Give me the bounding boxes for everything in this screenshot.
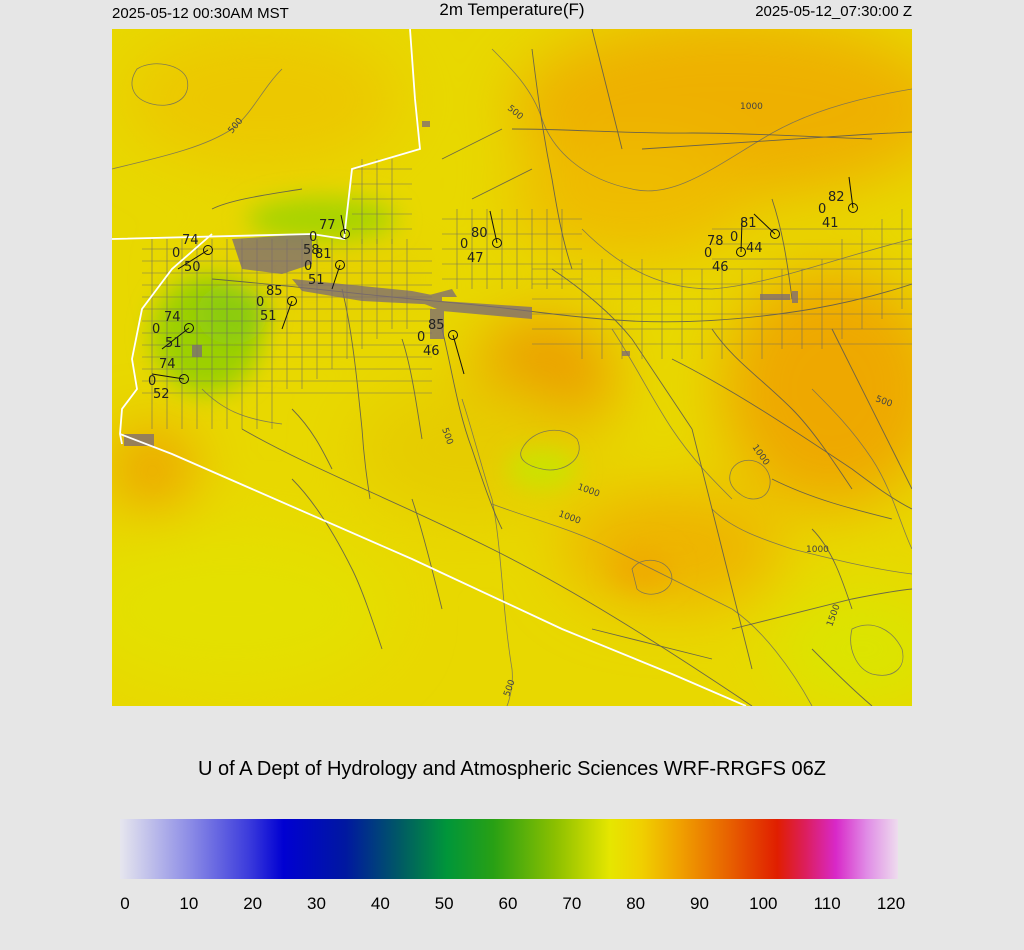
station-temp: 74 (182, 233, 199, 248)
boundaries (112, 29, 747, 706)
station-wind: 0 (304, 259, 312, 274)
temperature-field (112, 29, 912, 706)
contour-label: 1000 (740, 102, 763, 112)
station-plots: 74 0 50 77 0 58 81 0 51 85 0 51 (148, 176, 858, 402)
station-dewpoint: 46 (423, 344, 440, 359)
city-street-grids (142, 159, 912, 429)
colorbar-tick-label: 0 (120, 894, 130, 913)
station-wind: 0 (818, 202, 826, 217)
station-2: 77 0 58 (303, 214, 350, 258)
station-temp: 82 (828, 190, 845, 205)
road-network (211, 29, 912, 706)
colorbar-tick-label: 100 (749, 894, 778, 913)
station-wind: 0 (309, 230, 317, 245)
station-wind: 0 (417, 330, 425, 345)
colorbar-tick-label: 40 (370, 894, 390, 913)
station-temp: 81 (315, 247, 332, 262)
contour-label: 1000 (806, 545, 829, 555)
colorbar-tick-label: 110 (813, 894, 841, 913)
station-dewpoint: 44 (746, 241, 763, 256)
station-9: 78 0 46 (704, 220, 746, 275)
station-wind: 0 (730, 230, 738, 245)
model-credit: U of A Dept of Hydrology and Atmospheric… (197, 758, 827, 780)
station-dewpoint: 58 (303, 243, 320, 258)
urban-areas (124, 121, 798, 446)
elevation-contours (112, 48, 912, 706)
station-wind: 0 (704, 246, 712, 261)
station-dewpoint: 52 (153, 387, 170, 402)
station-dewpoint: 50 (184, 260, 201, 275)
station-8: 80 0 47 (460, 210, 502, 266)
valid-local-time: 2025-05-12 00:30AM MST (112, 5, 289, 22)
temperature-colorbar (120, 819, 898, 879)
colorbar-tick-label: 20 (243, 894, 263, 913)
station-4: 85 0 51 (256, 284, 297, 330)
station-temp: 85 (428, 318, 445, 333)
colorbar-tick-label: 10 (179, 894, 199, 913)
colorbar-tick-label: 30 (307, 894, 326, 913)
colorbar-ticks: 0 10 20 30 40 50 60 70 80 90 100 110 120 (0, 894, 1024, 918)
station-10: 81 0 44 (730, 213, 780, 256)
station-temp: 74 (164, 310, 181, 325)
station-wind: 0 (148, 374, 156, 389)
colorbar-tick-label: 70 (562, 894, 582, 913)
colorbar-tick-label: 80 (626, 894, 646, 913)
station-wind: 0 (460, 237, 468, 252)
station-7: 85 0 46 (417, 318, 465, 375)
station-wind: 0 (256, 295, 264, 310)
valid-utc-time: 2025-05-12_07:30:00 Z (755, 3, 912, 20)
colorbar-tick-label: 90 (690, 894, 709, 913)
station-temp: 85 (266, 284, 283, 299)
station-wind: 0 (152, 322, 160, 337)
colorbar-tick-label: 60 (498, 894, 518, 913)
colorbar-tick-label: 120 (876, 894, 906, 913)
station-11: 82 0 41 (818, 176, 858, 231)
station-temp: 77 (319, 218, 336, 233)
station-dewpoint: 46 (712, 260, 729, 275)
station-1: 74 0 50 (172, 233, 213, 275)
colorbar-tick-label: 50 (434, 894, 454, 913)
station-dewpoint: 51 (165, 336, 182, 351)
station-dewpoint: 41 (822, 216, 839, 231)
station-dewpoint: 51 (260, 309, 277, 324)
station-wind: 0 (172, 246, 180, 261)
station-dewpoint: 47 (467, 251, 484, 266)
map-title: 2m Temperature(F) (439, 0, 585, 19)
station-temp: 78 (707, 234, 724, 249)
station-dewpoint: 51 (308, 273, 325, 288)
station-temp: 80 (471, 226, 488, 241)
station-3: 81 0 51 (304, 247, 345, 290)
station-5: 74 0 51 (152, 310, 194, 351)
station-temp: 81 (740, 216, 757, 231)
temperature-map: 500 500 500 500 1000 1000 1000 1000 1000… (112, 29, 912, 706)
station-6: 74 0 52 (148, 357, 189, 402)
station-temp: 74 (159, 357, 176, 372)
